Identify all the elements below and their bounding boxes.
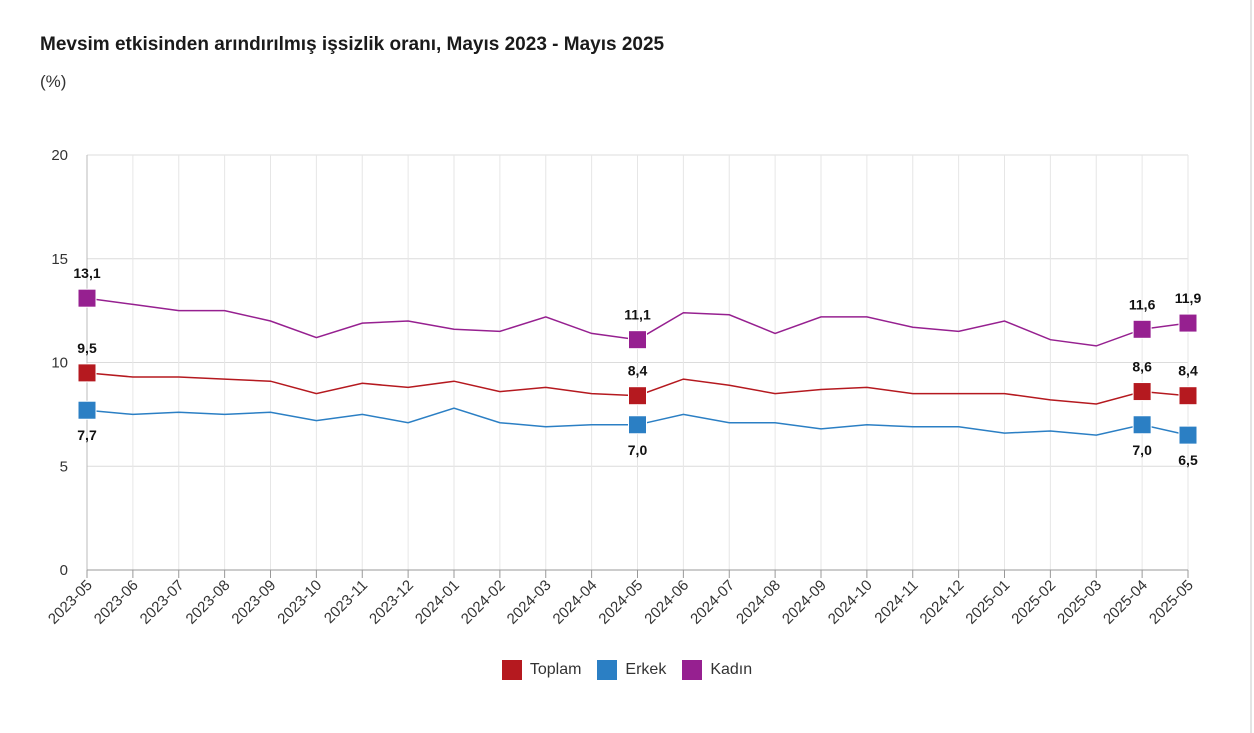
legend-item-toplam[interactable]: Toplam	[501, 660, 582, 680]
chart-unit-label: (%)	[40, 72, 67, 91]
data-point-marker	[628, 386, 647, 406]
legend-label: Toplam	[529, 661, 582, 678]
data-label: 13,1	[73, 265, 100, 281]
y-tick-label: 15	[51, 251, 68, 268]
data-point-marker	[1178, 425, 1198, 445]
data-label: 11,1	[624, 307, 651, 323]
x-tick-label: 2024-07	[687, 577, 738, 628]
x-tick-label: 2024-10	[825, 577, 876, 628]
x-tick-label: 2025-03	[1054, 577, 1105, 628]
data-label: 8,4	[628, 363, 648, 379]
legend-swatch	[682, 660, 703, 680]
x-tick-label: 2025-05	[1146, 577, 1197, 628]
legend-swatch	[597, 660, 618, 680]
legend-label: Erkek	[625, 661, 667, 678]
data-label: 11,6	[1129, 296, 1156, 312]
data-label: 7,7	[77, 427, 97, 443]
x-tick-label: 2023-10	[274, 577, 325, 628]
data-point-marker	[1178, 313, 1198, 333]
chart-legend: Toplam Erkek Kadın	[0, 660, 1254, 680]
x-tick-label: 2023-06	[91, 577, 142, 628]
x-tick-label: 2024-08	[733, 577, 784, 628]
data-label: 9,5	[77, 340, 97, 356]
data-label: 11,9	[1175, 290, 1202, 306]
x-tick-label: 2023-11	[321, 577, 371, 627]
data-point-marker	[1132, 382, 1152, 402]
x-tick-label: 2023-09	[228, 577, 279, 628]
data-label: 7,0	[628, 442, 648, 458]
data-point-marker	[77, 400, 97, 420]
data-label: 8,4	[1178, 363, 1198, 379]
chart-title: Mevsim etkisinden arındırılmış işsizlik …	[40, 34, 665, 55]
x-tick-label: 2024-04	[549, 577, 600, 628]
y-tick-label: 5	[60, 458, 68, 475]
x-tick-label: 2023-07	[137, 577, 188, 628]
y-tick-label: 0	[60, 562, 68, 579]
x-tick-label: 2024-09	[779, 577, 830, 628]
data-point-marker	[1132, 319, 1152, 339]
y-tick-label: 20	[51, 147, 68, 164]
x-tick-label: 2024-06	[641, 577, 692, 628]
x-tick-label: 2025-02	[1008, 577, 1059, 628]
data-point-marker	[1178, 386, 1198, 406]
legend-swatch	[501, 660, 522, 680]
legend-label: Kadın	[710, 661, 753, 678]
legend-item-kadın[interactable]: Kadın	[682, 660, 752, 680]
x-tick-label: 2024-12	[916, 577, 967, 628]
x-tick-label: 2025-04	[1100, 577, 1151, 628]
x-tick-label: 2024-05	[595, 577, 646, 628]
x-tick-label: 2024-11	[871, 577, 921, 627]
x-tick-label: 2024-02	[458, 577, 509, 628]
x-tick-label: 2023-08	[182, 577, 233, 628]
data-point-marker	[77, 288, 97, 308]
data-label: 7,0	[1132, 442, 1152, 458]
x-tick-label: 2023-12	[366, 577, 417, 628]
data-point-marker	[77, 363, 97, 383]
data-label: 8,6	[1132, 359, 1152, 375]
legend-item-erkek[interactable]: Erkek	[597, 660, 666, 680]
x-tick-label: 2024-03	[504, 577, 555, 628]
data-point-marker	[628, 415, 647, 435]
frame-edge	[1250, 0, 1252, 733]
data-point-marker	[628, 330, 647, 350]
data-label: 6,5	[1178, 452, 1198, 468]
y-tick-label: 10	[51, 355, 68, 372]
data-point-marker	[1132, 415, 1152, 435]
x-tick-label: 2025-01	[962, 577, 1013, 628]
x-tick-label: 2024-01	[412, 577, 463, 628]
x-tick-label: 2023-05	[45, 577, 96, 628]
